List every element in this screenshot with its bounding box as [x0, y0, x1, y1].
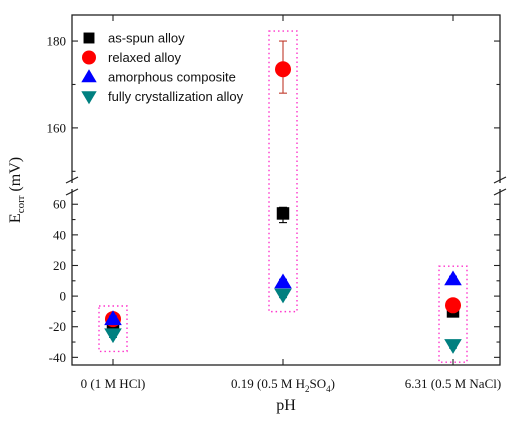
data-point — [104, 328, 122, 344]
plot-frame — [71, 14, 501, 366]
series-square — [106, 206, 460, 330]
data-point — [276, 207, 290, 220]
y-tick-label: 40 — [53, 227, 66, 242]
legend-label: relaxed alloy — [108, 50, 181, 65]
data-point — [444, 270, 462, 286]
legend-label: fully crystallization alloy — [108, 89, 244, 104]
legend-label: amorphous composite — [108, 70, 236, 85]
series-triangle-up — [104, 270, 462, 326]
x-tick-label: 0 (1 M HCl) — [81, 376, 146, 391]
y-tick-label: -40 — [49, 350, 66, 365]
legend-marker — [81, 91, 97, 105]
highlight-box — [268, 30, 298, 313]
data-series — [104, 40, 462, 354]
data-point — [274, 273, 292, 289]
legend-marker — [81, 69, 97, 83]
highlight-box — [98, 305, 128, 353]
x-tick-label: 6.31 (0.5 M NaCl) — [405, 376, 501, 391]
data-point — [104, 310, 122, 326]
axis-titles: pH Ecorr (mV) — [7, 157, 296, 414]
axis-break-mark-right-bottom — [493, 188, 507, 196]
y-tick-label: 60 — [53, 197, 66, 212]
axes: 160 180 -40 -20 0 20 40 60 0 (1 M HCl) 0.19 (0.5 … — [47, 14, 508, 394]
data-point — [274, 288, 292, 304]
data-point — [444, 339, 462, 354]
legend-marker — [82, 50, 96, 65]
axis-break-mark-right-top — [493, 176, 507, 184]
data-point — [445, 297, 461, 314]
legend: as-spun alloy relaxed alloy amorphous comp… — [81, 31, 244, 105]
y-axis-title: Ecorr (mV) — [7, 157, 27, 223]
x-axis-title: pH — [276, 397, 296, 414]
axis-break-mark-left-bottom — [65, 188, 79, 196]
data-point — [275, 61, 291, 78]
y-tick-label: -20 — [49, 319, 66, 334]
legend-marker — [83, 32, 95, 44]
x-tick-label: 0.19 (0.5 M H2SO4) — [231, 376, 335, 394]
series-triangle-down — [104, 288, 462, 354]
legend-label: as-spun alloy — [108, 31, 185, 46]
highlight-boxes — [98, 30, 468, 363]
y-tick-label: 0 — [60, 289, 67, 304]
y-tick-label: 20 — [53, 258, 66, 273]
y-tick-label: 180 — [47, 34, 67, 49]
y-tick-label: 160 — [47, 120, 67, 135]
highlight-box — [438, 265, 468, 363]
axis-break-mark-left-top — [65, 176, 79, 184]
